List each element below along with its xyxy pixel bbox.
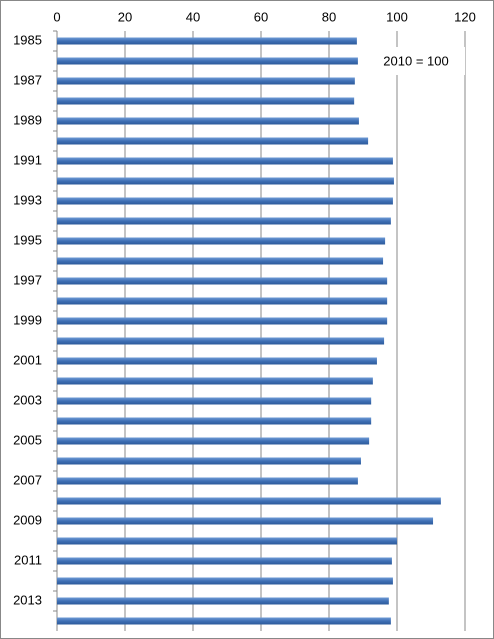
y-tick-label: 1989 <box>13 112 42 127</box>
y-tick-label: 1997 <box>13 272 42 287</box>
y-tick-label: 1991 <box>13 152 42 167</box>
bar <box>57 57 358 65</box>
bar <box>57 417 372 425</box>
x-tick-label: 120 <box>454 9 476 24</box>
bar <box>57 37 357 45</box>
bar <box>57 157 393 165</box>
x-tick-label: 100 <box>386 9 408 24</box>
bar <box>57 197 393 205</box>
bar <box>57 577 393 585</box>
bar <box>57 337 385 345</box>
y-tick-label: 2001 <box>13 352 42 367</box>
y-tick-label: 2009 <box>13 512 42 527</box>
bar <box>57 357 377 365</box>
bar <box>57 237 386 245</box>
bar <box>57 277 388 285</box>
x-tick-label: 20 <box>118 9 132 24</box>
bar <box>57 517 434 525</box>
y-tick-label: 2003 <box>13 392 42 407</box>
y-tick-label: 1993 <box>13 192 42 207</box>
bar <box>57 597 389 605</box>
y-tick-label: 1985 <box>13 32 42 47</box>
annotation-box <box>367 47 465 75</box>
y-tick-label: 1987 <box>13 72 42 87</box>
y-tick-label: 1995 <box>13 232 42 247</box>
y-tick-label: 2013 <box>13 592 42 607</box>
bar <box>57 317 388 325</box>
bar <box>57 477 358 485</box>
y-tick-label: 2005 <box>13 432 42 447</box>
annotation: 2010 = 100 <box>383 53 448 68</box>
bar <box>57 497 441 505</box>
bar <box>57 397 372 405</box>
bar <box>57 217 391 225</box>
bar <box>57 77 355 85</box>
bar <box>57 537 397 545</box>
bar <box>57 177 394 185</box>
bar <box>57 297 388 305</box>
y-tick-label: 1999 <box>13 312 42 327</box>
x-tick-label: 60 <box>254 9 268 24</box>
y-tick-label: 2011 <box>14 552 42 567</box>
bar <box>57 257 384 265</box>
x-tick-label: 80 <box>322 9 336 24</box>
bar <box>57 557 392 565</box>
bar <box>57 457 361 465</box>
bar <box>57 97 355 105</box>
y-tick-label: 2007 <box>13 472 42 487</box>
bar <box>57 617 391 625</box>
bar <box>57 437 370 445</box>
bar <box>57 117 359 125</box>
bar <box>57 137 369 145</box>
x-tick-label: 0 <box>53 9 60 24</box>
x-tick-label: 40 <box>186 9 200 24</box>
bar <box>57 377 373 385</box>
